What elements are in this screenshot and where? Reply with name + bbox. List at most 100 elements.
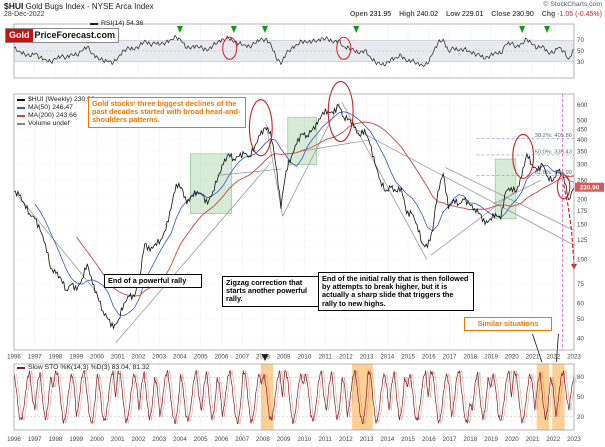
main-legend: $HUI (Weekly) 230.90 MA(50) 246.47 MA(20…	[17, 96, 95, 127]
svg-text:2000: 2000	[90, 436, 104, 443]
svg-text:2022: 2022	[546, 354, 560, 361]
svg-text:125: 125	[577, 237, 588, 244]
svg-text:1999: 1999	[69, 354, 83, 361]
svg-text:2016: 2016	[422, 354, 436, 361]
svg-text:2003: 2003	[152, 436, 166, 443]
svg-text:2015: 2015	[401, 436, 415, 443]
sto-legend-label: Slow STO %K(14,3) %D(3) 83.04, 81.32	[28, 364, 150, 371]
open-value: 231.95	[369, 11, 392, 18]
svg-text:1999: 1999	[69, 436, 83, 443]
svg-text:2002: 2002	[132, 436, 146, 443]
svg-text:2017: 2017	[443, 436, 457, 443]
gold-priceforecast-logo: Gold PriceForecast.com	[5, 28, 120, 43]
svg-text:200: 200	[577, 197, 588, 204]
annotation-initial-rally-end: End of the initial rally that is then fo…	[318, 272, 474, 311]
svg-text:175: 175	[577, 208, 588, 215]
svg-text:20: 20	[577, 414, 584, 421]
ma50-legend-row: MA(50) 246.47	[17, 104, 95, 111]
svg-text:2009: 2009	[277, 354, 291, 361]
high-label: High	[399, 11, 415, 18]
svg-text:2014: 2014	[380, 436, 394, 443]
svg-text:2005: 2005	[194, 354, 208, 361]
svg-text:2016: 2016	[422, 436, 436, 443]
svg-text:2012: 2012	[339, 354, 353, 361]
sto-layer	[13, 354, 577, 430]
svg-text:2009: 2009	[277, 436, 291, 443]
logo-text: PriceForecast.com	[34, 30, 116, 40]
svg-text:80: 80	[577, 374, 584, 381]
svg-text:50: 50	[577, 48, 584, 55]
svg-text:2008: 2008	[256, 354, 270, 361]
svg-text:2011: 2011	[318, 436, 332, 443]
annotation-zigzag-correction: Zigzag correction that starts another po…	[222, 276, 328, 307]
sto-line-swatch	[17, 366, 25, 369]
rsi-legend-label: RSI(14) 54.36	[101, 20, 144, 27]
ohlc-readout: Open 231.95 High 240.02 Low 229.01 Close…	[344, 11, 602, 18]
svg-text:2011: 2011	[318, 354, 332, 361]
svg-text:2020: 2020	[505, 436, 519, 443]
price-line-swatch	[17, 98, 25, 101]
ma200-legend-label: MA(200) 243.66	[28, 112, 77, 119]
svg-text:2013: 2013	[360, 436, 374, 443]
chart-header: $HUI Gold Bugs Index - NYSE Arca Index ©…	[4, 1, 602, 11]
chart-date: 28-Dec-2022	[4, 11, 45, 18]
rsi-line-swatch	[90, 22, 98, 25]
svg-text:300: 300	[577, 162, 588, 169]
svg-text:2007: 2007	[235, 436, 249, 443]
svg-text:450: 450	[577, 127, 588, 134]
svg-text:2014: 2014	[380, 354, 394, 361]
svg-text:2022: 2022	[546, 436, 560, 443]
svg-text:2019: 2019	[484, 436, 498, 443]
svg-text:2002: 2002	[132, 354, 146, 361]
svg-text:400: 400	[577, 137, 588, 144]
chg-value: -1.05 (-0.45%)	[557, 11, 602, 18]
stockcharts-watermark: © StockCharts.com	[543, 1, 602, 8]
svg-text:600: 600	[577, 102, 588, 109]
price-legend-row: $HUI (Weekly) 230.90	[17, 96, 95, 103]
chg-label: Chg	[541, 11, 556, 18]
svg-text:500: 500	[577, 118, 588, 125]
svg-text:2001: 2001	[111, 436, 125, 443]
svg-text:2023: 2023	[567, 354, 581, 361]
ticker-symbol: $HUI	[4, 1, 24, 11]
annotation-end-of-rally: End of a powerful rally	[104, 274, 202, 289]
svg-text:100: 100	[577, 256, 588, 263]
svg-text:2018: 2018	[463, 436, 477, 443]
svg-text:2019: 2019	[484, 354, 498, 361]
low-label: Low	[445, 11, 460, 18]
svg-text:2003: 2003	[152, 354, 166, 361]
svg-text:2012: 2012	[339, 436, 353, 443]
volume-swatch	[17, 122, 25, 125]
svg-text:2021: 2021	[526, 436, 540, 443]
svg-text:75: 75	[577, 281, 584, 288]
svg-text:2013: 2013	[360, 354, 374, 361]
svg-text:2010: 2010	[297, 354, 311, 361]
svg-text:1998: 1998	[49, 354, 63, 361]
logo-gold-badge: Gold	[6, 29, 33, 42]
ticker-title: $HUI Gold Bugs Index - NYSE Arca Index	[4, 1, 154, 11]
svg-text:2015: 2015	[401, 354, 415, 361]
svg-text:2023: 2023	[567, 436, 581, 443]
svg-text:350: 350	[577, 148, 588, 155]
svg-text:50: 50	[577, 316, 584, 323]
svg-text:2021: 2021	[526, 354, 540, 361]
high-value: 240.02	[416, 11, 439, 18]
sto-legend: Slow STO %K(14,3) %D(3) 83.04, 81.32	[17, 364, 150, 371]
svg-text:61.8%: 264.99: 61.8%: 264.99	[535, 170, 572, 176]
svg-text:70: 70	[577, 37, 584, 44]
svg-text:2004: 2004	[173, 436, 187, 443]
svg-text:2004: 2004	[173, 354, 187, 361]
svg-text:2010: 2010	[297, 436, 311, 443]
main-layer: 38.2%: 405.86 50.0%: 335.43 61.8%: 264.99	[13, 80, 577, 363]
svg-text:2006: 2006	[215, 354, 229, 361]
close-label: Close	[491, 11, 511, 18]
volume-legend-row: Volume undef	[17, 120, 95, 127]
low-value: 229.01	[461, 11, 484, 18]
ax-layer: 1996 1996 1997 1997 1998 1998 1999 1999 2000 2000…	[7, 23, 604, 443]
chart-subheader: 28-Dec-2022 Open 231.95 High 240.02 Low …	[4, 11, 602, 18]
svg-text:40: 40	[577, 335, 584, 342]
svg-text:250: 250	[577, 177, 588, 184]
ma200-line-swatch	[17, 114, 25, 117]
